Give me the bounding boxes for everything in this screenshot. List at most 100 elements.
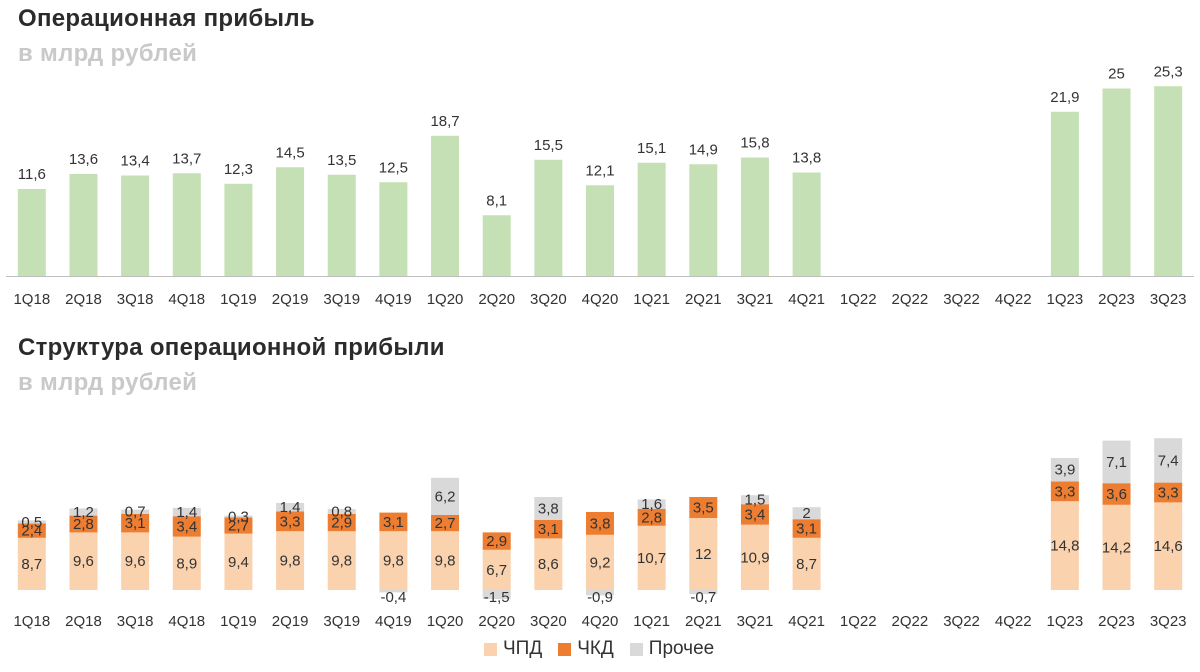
x-tick-2-1Q20: 1Q20: [427, 613, 464, 630]
bar-label-2Q19: 14,5: [275, 144, 304, 161]
x-tick-1Q20: 1Q20: [427, 291, 464, 308]
segment-chpd-4Q21: [792, 537, 821, 590]
segment-chkd-1Q20: [431, 515, 460, 532]
segment-label-other-2Q18: 1,2: [73, 504, 94, 521]
x-tick-1Q19: 1Q19: [220, 291, 257, 308]
x-tick-4Q18: 4Q18: [168, 291, 205, 308]
bar-label-4Q20: 12,1: [585, 162, 614, 179]
segment-label-other-4Q20: -0,9: [587, 589, 613, 606]
segment-other-4Q21: [792, 507, 821, 520]
x-tick-2-3Q19: 3Q19: [323, 613, 360, 630]
segment-label-chpd-2Q20: 6,7: [486, 562, 507, 579]
bar-4Q20: [586, 185, 614, 276]
segment-chpd-1Q18: [17, 537, 46, 590]
segment-label-chkd-1Q23: 3,3: [1054, 483, 1075, 500]
legend-item-chpd: ЧПД: [484, 638, 542, 660]
segment-label-chpd-2Q23: 14,2: [1102, 539, 1131, 556]
segment-label-chkd-2Q23: 3,6: [1106, 486, 1127, 503]
segment-other-1Q21: [637, 499, 666, 509]
segment-label-other-4Q19: -0,4: [380, 589, 406, 606]
segment-other-3Q18: [121, 509, 150, 514]
segment-label-chpd-3Q23: 14,6: [1154, 538, 1183, 555]
chart-legend: ЧПД ЧКД Прочее: [484, 638, 730, 660]
x-tick-3Q18: 3Q18: [117, 291, 154, 308]
segment-chkd-2Q23: [1102, 483, 1131, 505]
segment-chpd-2Q23: [1102, 504, 1131, 590]
segment-chkd-3Q19: [327, 513, 356, 532]
x-tick-2-3Q21: 3Q21: [737, 613, 774, 630]
segment-chkd-2Q18: [69, 515, 98, 533]
bar-1Q19: [224, 183, 253, 276]
legend-swatch-other: [629, 642, 643, 656]
x-tick-2-3Q22: 3Q22: [943, 613, 980, 630]
bar-3Q18: [121, 175, 150, 276]
segment-label-chpd-2Q18: 9,6: [73, 553, 94, 570]
x-tick-2-3Q18: 3Q18: [117, 613, 154, 630]
segment-label-chpd-3Q20: 8,6: [538, 556, 559, 573]
segment-label-chpd-4Q20: 9,2: [590, 554, 611, 571]
x-tick-1Q22: 1Q22: [840, 291, 877, 308]
segment-label-other-2Q21: -0,7: [690, 589, 716, 606]
segment-other-1Q18: [17, 520, 46, 524]
segment-label-other-2Q19: 1,4: [280, 499, 301, 516]
structure-subtitle: в млрд рублей: [18, 369, 198, 396]
x-tick-4Q21: 4Q21: [788, 291, 825, 308]
segment-other-3Q19: [327, 509, 356, 514]
segment-chkd-4Q19: [379, 512, 408, 532]
x-tick-1Q18: 1Q18: [13, 291, 50, 308]
segment-label-chkd-3Q21: 3,4: [745, 506, 766, 523]
segment-other-3Q23: [1154, 438, 1183, 483]
segment-label-other-3Q19: 0,8: [331, 503, 352, 520]
bar-1Q20: [431, 135, 460, 276]
segment-label-chpd-1Q19: 9,4: [228, 554, 249, 571]
bar-label-2Q23: 25: [1108, 66, 1125, 83]
segment-chpd-3Q21: [740, 524, 769, 590]
segment-label-chpd-4Q19: 9,8: [383, 553, 404, 570]
segment-label-other-3Q21: 1,5: [745, 492, 766, 509]
x-tick-2-1Q23: 1Q23: [1047, 613, 1084, 630]
segment-label-chkd-3Q20: 3,1: [538, 521, 559, 538]
segment-other-2Q19: [276, 503, 305, 512]
legend-swatch-chkd: [558, 642, 572, 656]
bar-3Q20: [534, 159, 563, 276]
bar-label-4Q19: 12,5: [379, 159, 408, 176]
segment-other-1Q19: [224, 515, 253, 518]
segment-label-other-4Q21: 2: [802, 505, 810, 522]
segment-label-chkd-3Q19: 2,9: [331, 515, 352, 532]
segment-label-other-3Q18: 0,7: [125, 504, 146, 521]
segment-chpd-1Q23: [1050, 501, 1079, 590]
segment-chkd-2Q21: [689, 497, 718, 518]
segment-chpd-4Q19: [379, 531, 408, 590]
segment-other-3Q20: [534, 497, 563, 520]
x-tick-2-1Q21: 1Q21: [633, 613, 670, 630]
x-tick-2-3Q20: 3Q20: [530, 613, 567, 630]
x-tick-1Q23: 1Q23: [1047, 291, 1084, 308]
segment-label-chkd-3Q23: 3,3: [1158, 485, 1179, 502]
x-tick-2Q21: 2Q21: [685, 291, 722, 308]
bar-1Q21: [637, 162, 666, 276]
segment-other-3Q21: [740, 495, 769, 505]
segment-chkd-2Q19: [276, 511, 305, 532]
segment-label-chpd-1Q20: 9,8: [435, 553, 456, 570]
bar-2Q20: [482, 215, 511, 276]
bar-label-1Q20: 18,7: [430, 113, 459, 130]
segment-label-chkd-1Q18: 2,4: [21, 523, 42, 540]
segment-chkd-1Q23: [1050, 481, 1079, 502]
segment-label-chpd-4Q18: 8,9: [176, 555, 197, 572]
segment-label-chpd-2Q19: 9,8: [280, 553, 301, 570]
x-tick-2-2Q23: 2Q23: [1098, 613, 1135, 630]
bar-label-3Q18: 13,4: [121, 153, 150, 170]
bar-label-1Q23: 21,9: [1050, 89, 1079, 106]
segment-label-chpd-3Q18: 9,6: [125, 553, 146, 570]
x-tick-2-4Q19: 4Q19: [375, 613, 412, 630]
segment-label-chkd-1Q21: 2,8: [641, 509, 662, 526]
x-tick-2-4Q20: 4Q20: [582, 613, 619, 630]
segment-chkd-2Q20: [482, 532, 511, 550]
segment-label-chkd-3Q18: 3,1: [125, 515, 146, 532]
segment-other-2Q18: [69, 508, 98, 516]
operating-profit-title: Операционная прибыль: [18, 5, 315, 32]
segment-label-other-2Q23: 7,1: [1106, 454, 1127, 471]
bar-3Q23: [1154, 86, 1183, 276]
x-tick-2-2Q22: 2Q22: [892, 613, 929, 630]
segment-chpd-1Q21: [637, 525, 666, 590]
